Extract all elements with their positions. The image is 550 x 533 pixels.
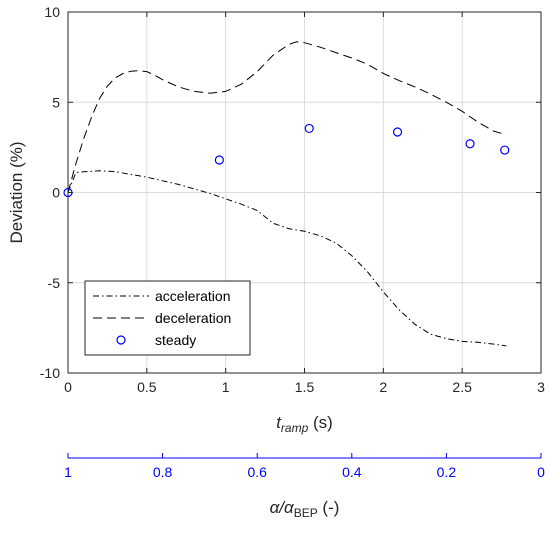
secondary-tick-label: 0.8 [153, 464, 173, 480]
x-tick-label: 2.5 [452, 379, 472, 395]
y-axis-label: Deviation (%) [7, 141, 26, 243]
x-axis-label-main: t [276, 413, 282, 432]
x-tick-label: 2 [379, 379, 387, 395]
legend: acceleration deceleration steady [84, 280, 251, 356]
x-tick-label: 1 [222, 379, 230, 395]
legend-label-deceleration: deceleration [155, 310, 231, 326]
axis-ticks: 0 0.5 1 1.5 2 2.5 3 -10 -5 0 5 10 [40, 4, 545, 395]
x-tick-label: 1.5 [295, 379, 315, 395]
series-line-deceleration [67, 41, 507, 193]
legend-marker-steady [116, 335, 126, 345]
x-tick-label: 0.5 [137, 379, 157, 395]
secondary-tick-label: 0.4 [342, 464, 362, 480]
data-point-steady [465, 139, 475, 149]
secondary-tick-label: 0 [537, 464, 545, 480]
secondary-axis: 1 0.8 0.6 0.4 0.2 0 [64, 453, 545, 480]
data-point-steady [392, 127, 403, 137]
y-tick-label: 10 [44, 4, 60, 20]
x-axis-label-sub: ramp [281, 421, 309, 435]
x-axis-label-unit: (s) [308, 413, 333, 432]
secondary-tick-label: 0.2 [437, 464, 457, 480]
secondary-axis-label-sub: BEP [294, 506, 318, 520]
legend-label-steady: steady [155, 332, 196, 348]
y-tick-label: -10 [40, 365, 60, 381]
data-point-steady [304, 123, 314, 134]
secondary-axis-label: α/αBEP (-) [270, 498, 340, 520]
x-tick-label: 0 [64, 379, 72, 395]
secondary-axis-label-main: α/α [270, 498, 295, 517]
secondary-tick-label: 0.6 [247, 464, 267, 480]
legend-label-acceleration: acceleration [155, 288, 231, 304]
y-tick-label: 5 [52, 94, 60, 110]
x-tick-label: 3 [537, 379, 545, 395]
data-point-steady [214, 155, 224, 165]
secondary-tick-label: 1 [64, 464, 72, 480]
y-tick-label: 0 [52, 185, 60, 201]
secondary-axis-label-unit: (-) [318, 498, 340, 517]
y-tick-label: -5 [48, 275, 61, 291]
x-axis-label: tramp (s) [276, 413, 333, 435]
data-point-steady [500, 145, 510, 155]
